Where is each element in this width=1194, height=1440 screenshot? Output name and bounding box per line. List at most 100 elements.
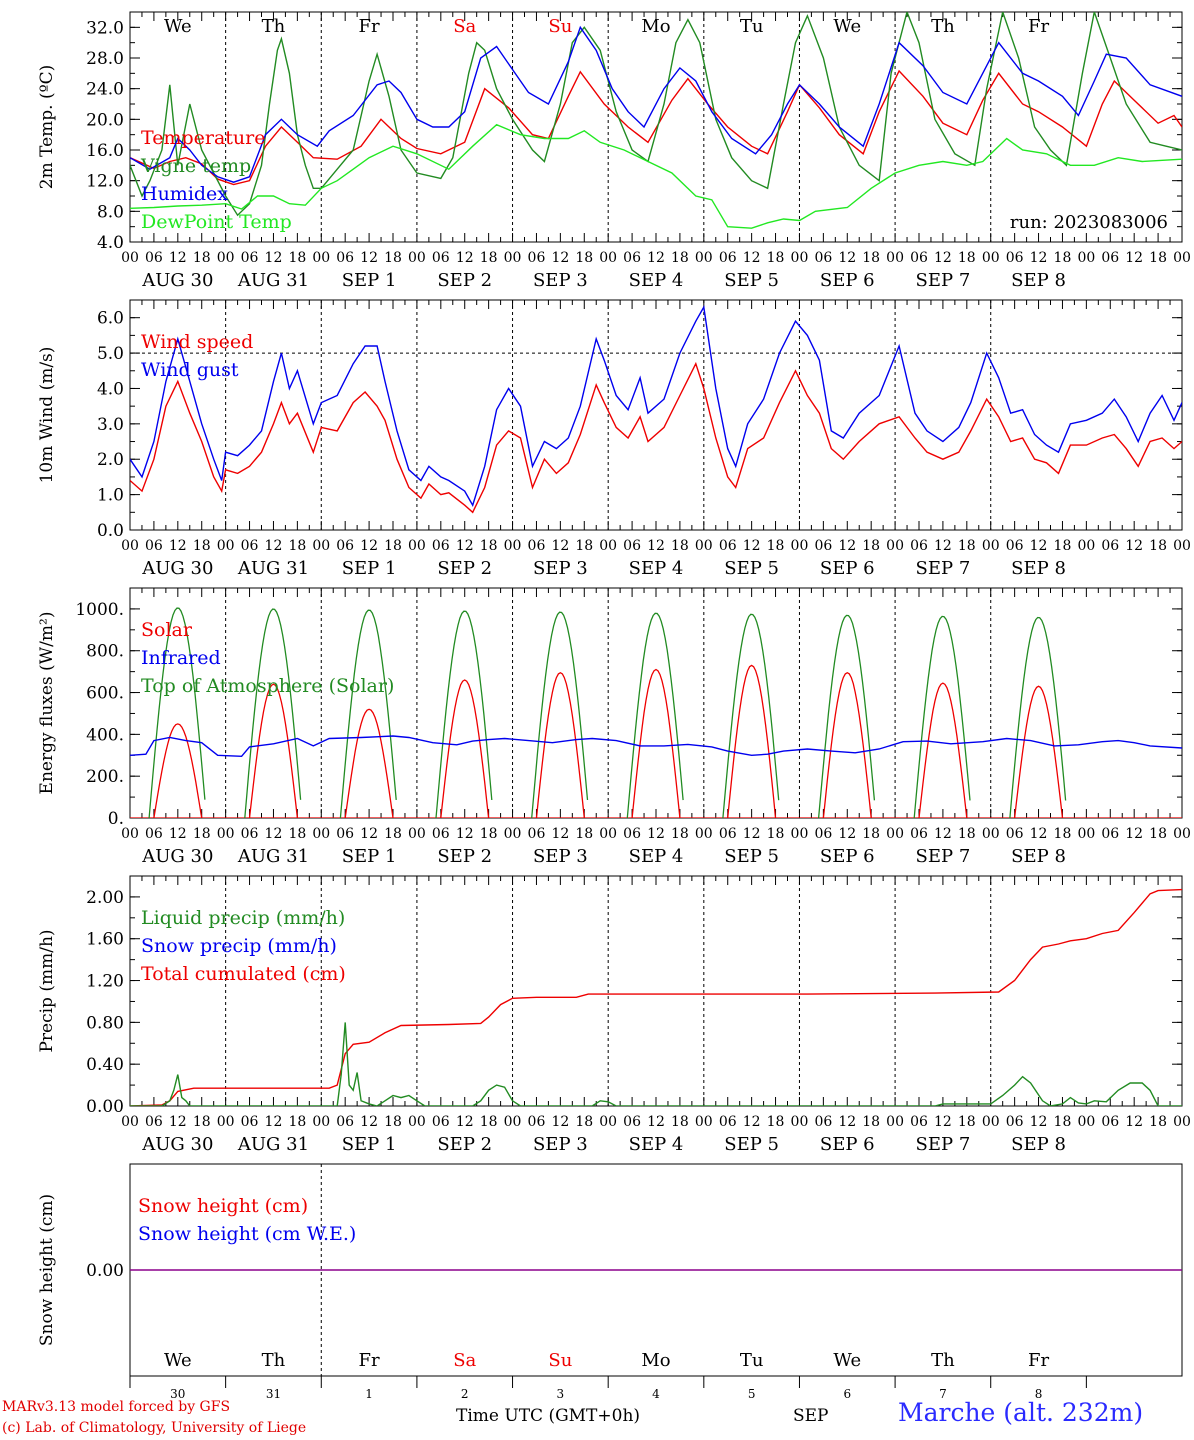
hour-tick-label: 00 [408, 538, 426, 554]
date-label: SEP 4 [629, 558, 684, 579]
date-label: SEP 2 [437, 846, 492, 867]
legend-item: Temperature [141, 127, 265, 149]
hour-tick-label: 12 [456, 250, 474, 266]
hour-tick-label: 18 [288, 826, 306, 842]
y-tick-label: 16.0 [86, 141, 124, 161]
y-axis-label: Snow height (cm) [37, 1194, 57, 1346]
series-wind-gust [130, 304, 1182, 507]
hour-tick-label: 12 [743, 826, 761, 842]
hour-tick-label: 12 [1030, 250, 1048, 266]
day-abbr: We [833, 16, 861, 37]
y-tick-label: 600. [86, 684, 124, 704]
date-label: SEP 5 [724, 846, 779, 867]
hour-tick-label: 00 [1077, 250, 1095, 266]
hour-tick-label: 06 [336, 538, 354, 554]
hour-tick-label: 12 [934, 1114, 952, 1130]
date-label: SEP 4 [629, 846, 684, 867]
date-label: AUG 31 [237, 270, 309, 291]
hour-tick-label: 18 [862, 250, 880, 266]
hour-tick-label: 06 [719, 826, 737, 842]
legend-item: Infrared [141, 647, 221, 669]
hour-tick-label: 06 [719, 1114, 737, 1130]
hour-tick-label: 06 [241, 1114, 259, 1130]
hour-tick-label: 18 [575, 250, 593, 266]
series-humidex [130, 25, 1182, 183]
hour-tick-label: 12 [647, 826, 665, 842]
date-label: SEP 6 [820, 846, 875, 867]
y-tick-label: 0.80 [86, 1013, 124, 1033]
hour-tick-label: 06 [336, 1114, 354, 1130]
hour-tick-label: 18 [480, 538, 498, 554]
hour-tick-label: 12 [1125, 250, 1143, 266]
legend-item: Total cumulated (cm) [141, 963, 346, 985]
hour-tick-label: 06 [145, 826, 163, 842]
hour-tick-label: 18 [958, 1114, 976, 1130]
day-abbr: Su [548, 1350, 572, 1371]
hour-tick-label: 06 [623, 1114, 641, 1130]
date-label: SEP 1 [342, 846, 397, 867]
hour-tick-label: 00 [886, 538, 904, 554]
hour-tick-label: 06 [814, 250, 832, 266]
hour-tick-label: 18 [1054, 250, 1072, 266]
hour-tick-label: 18 [193, 1114, 211, 1130]
hour-tick-label: 06 [145, 1114, 163, 1130]
date-label: SEP 8 [1011, 846, 1066, 867]
hour-tick-label: 00 [1173, 250, 1191, 266]
hour-tick-label: 18 [288, 538, 306, 554]
legend-item: Snow height (cm W.E.) [138, 1223, 356, 1245]
date-label: AUG 30 [141, 1134, 213, 1155]
date-label: SEP 3 [533, 558, 588, 579]
hour-tick-label: 18 [671, 538, 689, 554]
hour-tick-label: 12 [360, 538, 378, 554]
day-number: 30 [170, 1387, 185, 1401]
hour-tick-label: 06 [241, 826, 259, 842]
hour-tick-label: 00 [791, 826, 809, 842]
day-abbr: Sa [453, 1350, 476, 1371]
hour-tick-label: 06 [432, 250, 450, 266]
series-solar [153, 664, 1064, 818]
hour-tick-label: 06 [528, 250, 546, 266]
date-label: SEP 1 [342, 558, 397, 579]
y-tick-label: 3.0 [97, 415, 124, 435]
hour-tick-label: 06 [910, 1114, 928, 1130]
y-tick-label: 0.0 [97, 521, 124, 541]
hour-tick-label: 00 [1173, 538, 1191, 554]
hour-tick-label: 00 [791, 1114, 809, 1130]
day-abbr: Tu [740, 16, 764, 37]
hour-tick-label: 00 [886, 826, 904, 842]
date-label: SEP 1 [342, 1134, 397, 1155]
hour-tick-label: 06 [1101, 250, 1119, 266]
y-tick-label: 5.0 [97, 344, 124, 364]
hour-tick-label: 12 [934, 826, 952, 842]
hour-tick-label: 18 [671, 826, 689, 842]
series-wind-speed [130, 361, 1182, 514]
y-tick-label: 6.0 [97, 309, 124, 329]
date-label: SEP 5 [724, 1134, 779, 1155]
date-label: AUG 31 [237, 846, 309, 867]
hour-tick-label: 18 [480, 250, 498, 266]
hour-tick-label: 06 [814, 538, 832, 554]
hour-tick-label: 18 [958, 538, 976, 554]
hour-tick-label: 18 [193, 826, 211, 842]
hour-tick-label: 12 [934, 250, 952, 266]
series-liquid-precip-mm-h- [130, 1022, 1182, 1106]
hour-tick-label: 00 [791, 250, 809, 266]
day-abbr: We [164, 1350, 192, 1371]
hour-tick-label: 00 [1077, 538, 1095, 554]
date-label: AUG 30 [141, 270, 213, 291]
legend-item: DewPoint Temp [141, 211, 292, 233]
hour-tick-label: 00 [886, 1114, 904, 1130]
hour-tick-label: 12 [1125, 538, 1143, 554]
hour-tick-label: 12 [743, 1114, 761, 1130]
day-abbr: Fr [1028, 16, 1049, 37]
hour-tick-label: 06 [241, 538, 259, 554]
date-label: SEP 1 [342, 270, 397, 291]
y-axis-label: 2m Temp. (ºC) [37, 65, 57, 190]
date-label: AUG 30 [141, 846, 213, 867]
y-tick-label: 0. [108, 809, 124, 829]
y-tick-label: 4.0 [97, 233, 124, 253]
y-tick-label: 28.0 [86, 49, 124, 69]
date-label: SEP 7 [916, 270, 971, 291]
hour-tick-label: 06 [336, 250, 354, 266]
date-label: SEP 7 [916, 846, 971, 867]
